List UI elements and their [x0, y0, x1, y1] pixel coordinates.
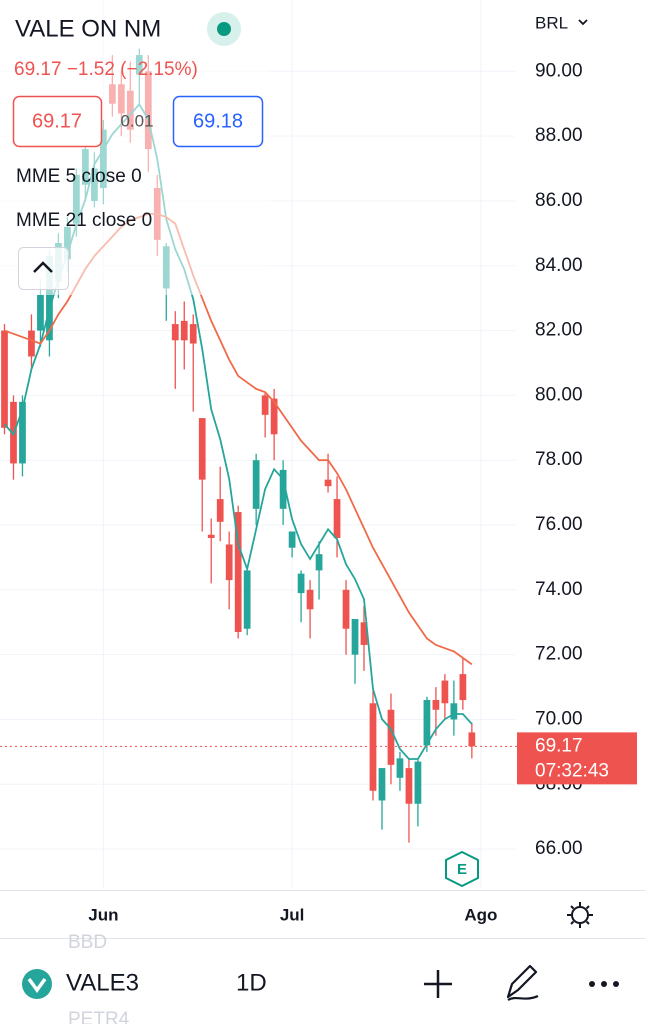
- candle-body: [243, 570, 251, 629]
- candle-body: [333, 499, 341, 538]
- last-price-label: 69.17: [535, 735, 583, 756]
- draw-icon[interactable]: [506, 964, 539, 1001]
- price-change: 69.17 −1.52 (−2.15%): [14, 59, 198, 80]
- add-icon[interactable]: [424, 970, 452, 998]
- candle-body: [270, 398, 278, 435]
- candle-body: [360, 622, 368, 645]
- candle-body: [37, 294, 44, 331]
- x-axis: Jun Jul Ago: [88, 905, 497, 924]
- candle-body: [288, 531, 296, 548]
- y-tick-label: 70.00: [535, 708, 583, 729]
- candle-body: [19, 401, 26, 464]
- legend-entry[interactable]: MME 21 close 0: [16, 210, 152, 231]
- candle-body: [405, 768, 413, 804]
- status-dot: [217, 22, 231, 36]
- candle-body: [46, 256, 53, 341]
- price-marker: 69.17 07:32:43: [0, 732, 637, 785]
- candle-body: [180, 320, 188, 341]
- bar-countdown: 07:32:43: [535, 760, 609, 781]
- spread: 0.01: [120, 111, 153, 130]
- candle-body: [225, 544, 233, 581]
- symbol-logo-mark: [27, 977, 47, 993]
- more-icon[interactable]: [589, 981, 619, 987]
- candle-body: [351, 619, 359, 655]
- chevron-up-icon: [33, 261, 53, 273]
- legend-veil: [0, 0, 270, 295]
- candle-body: [171, 324, 179, 341]
- x-tick-label: Ago: [464, 905, 497, 924]
- y-tick-label: 76.00: [535, 514, 583, 535]
- y-tick-label: 74.00: [535, 579, 583, 600]
- candle-body: [441, 680, 449, 704]
- candle-body: [342, 589, 350, 629]
- ghost-symbol: BBD: [68, 932, 107, 953]
- candle-body: [324, 479, 332, 487]
- bid-price: 69.17: [32, 110, 82, 132]
- candle-body: [378, 768, 386, 801]
- ask-price: 69.18: [193, 110, 243, 132]
- candle-body: [216, 499, 224, 522]
- candle-body: [450, 703, 458, 720]
- y-tick-label: 80.00: [535, 384, 583, 405]
- settings-icon-teeth: [567, 902, 593, 928]
- bid-box[interactable]: [12, 95, 103, 148]
- candle-body: [1, 330, 8, 428]
- ghost-symbol: PETR4: [68, 1009, 130, 1024]
- last-price-tag: [517, 732, 637, 785]
- legend-entry[interactable]: MME 5 close 0: [16, 166, 142, 187]
- currency[interactable]: BRL: [535, 13, 568, 32]
- y-tick-label: 72.00: [535, 644, 583, 665]
- candle-body: [459, 674, 467, 701]
- candle-body: [432, 700, 440, 710]
- event-badge-label: E: [457, 861, 467, 878]
- candle-body: [306, 589, 314, 610]
- candle-body: [28, 330, 35, 357]
- x-tick-label: Jul: [280, 905, 305, 924]
- y-tick-label: 88.00: [535, 125, 583, 146]
- settings-icon[interactable]: [571, 906, 589, 924]
- candle-body: [396, 758, 404, 778]
- candle-body: [198, 418, 206, 480]
- candle-body: [387, 709, 395, 765]
- y-tick-label: 86.00: [535, 190, 583, 211]
- collapse-button[interactable]: [18, 247, 69, 290]
- candle-body: [414, 761, 422, 804]
- x-tick-label: Jun: [88, 905, 118, 924]
- candle-body: [189, 324, 197, 344]
- candle-body: [423, 700, 431, 746]
- y-tick-label: 90.00: [535, 60, 583, 81]
- y-tick-label: 82.00: [535, 320, 583, 341]
- toolbar-symbol[interactable]: VALE3: [66, 969, 139, 996]
- candle-body: [315, 554, 323, 571]
- candle-body: [261, 395, 269, 415]
- event-badge[interactable]: [445, 850, 479, 888]
- candle-body: [234, 512, 242, 632]
- candle-body: [297, 573, 305, 594]
- chevron-down-icon: [578, 19, 588, 26]
- candle-body: [369, 703, 377, 791]
- y-tick-label: 66.00: [535, 838, 583, 859]
- y-tick-label: 84.00: [535, 255, 583, 276]
- symbol-name: VALE ON NM: [15, 15, 161, 42]
- y-tick-label: 78.00: [535, 449, 583, 470]
- candle-body: [252, 460, 260, 509]
- ask-box[interactable]: [172, 95, 264, 148]
- candle-body: [279, 469, 287, 509]
- candle-body: [207, 534, 215, 538]
- symbol-logo[interactable]: [22, 969, 52, 999]
- toolbar-interval[interactable]: 1D: [236, 969, 267, 996]
- candle-body: [468, 732, 476, 747]
